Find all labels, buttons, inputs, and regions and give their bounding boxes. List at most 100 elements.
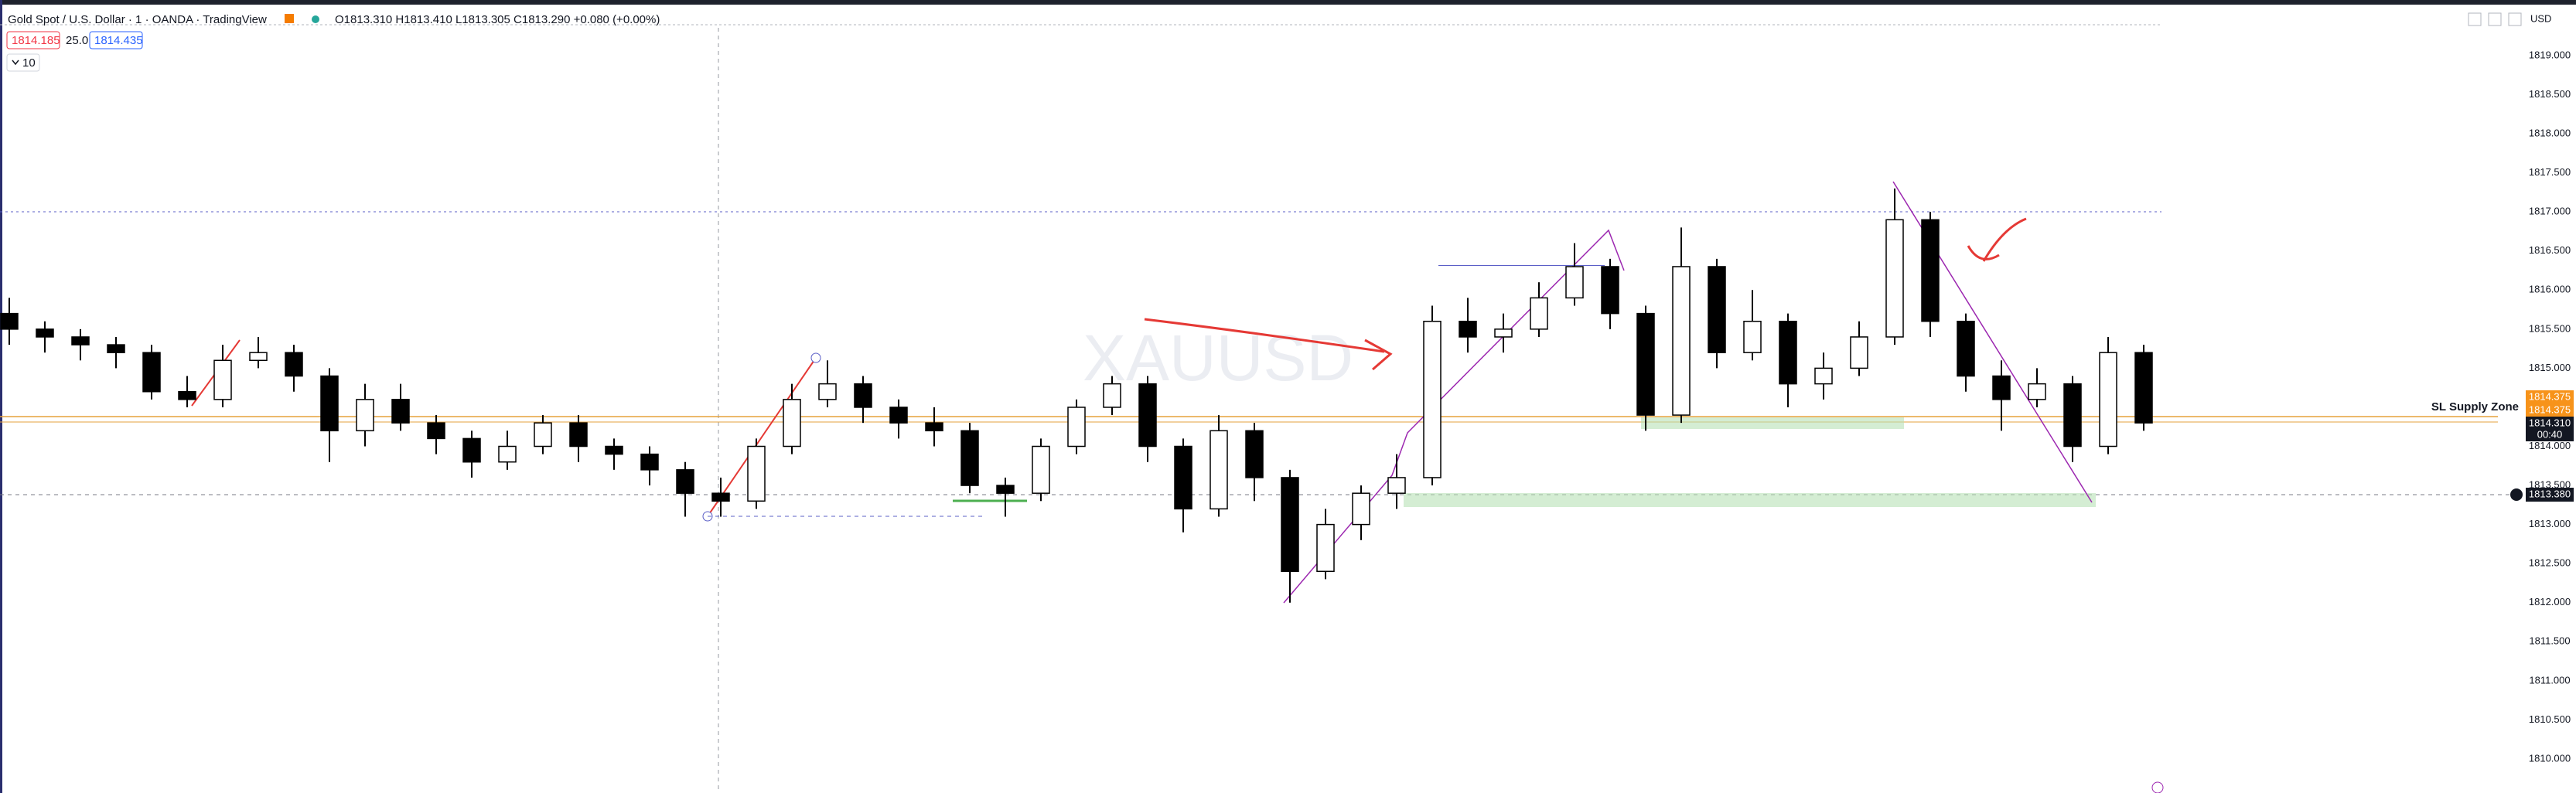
- candle-body: [818, 383, 837, 400]
- y-tick-label: 1813.000: [2529, 518, 2571, 529]
- candle-body: [1601, 266, 1619, 315]
- candle-body: [356, 399, 374, 432]
- y-tick-label: 1813.500: [2529, 478, 2571, 490]
- arrow-annotation: [1144, 318, 1393, 371]
- candle-body: [462, 437, 481, 463]
- candle-body: [213, 359, 232, 400]
- symbol-title: Gold Spot / U.S. Dollar · 1 · OANDA · Tr…: [8, 13, 267, 26]
- candle-body: [107, 344, 125, 353]
- price-tag: [2526, 403, 2574, 417]
- candle-body: [1708, 266, 1726, 353]
- candle-body: [783, 399, 801, 448]
- y-tick-label: 1812.500: [2529, 557, 2571, 569]
- candle-body: [178, 390, 196, 400]
- candle-body: [925, 422, 943, 432]
- button[interactable]: [2488, 12, 2502, 26]
- spread: 25.0: [66, 34, 88, 47]
- sell-button[interactable]: [6, 31, 60, 49]
- y-tick-label: 1819.000: [2529, 49, 2571, 60]
- candle-body: [249, 352, 268, 362]
- candle-body: [711, 492, 730, 502]
- demand-zone: [1641, 417, 1904, 429]
- alert-icon[interactable]: [2151, 781, 2164, 793]
- candle-body: [285, 352, 303, 377]
- price-tag-text: 1814.375: [2529, 403, 2571, 415]
- y-tick-label: 1817.000: [2529, 206, 2571, 217]
- check-annotation: [1967, 217, 2027, 262]
- candle-body: [1387, 477, 1406, 494]
- crosshair-price: 1813.380: [2529, 488, 2571, 499]
- candle-body: [0, 312, 19, 330]
- candle-body: [1672, 266, 1691, 416]
- candle-body: [2028, 383, 2046, 400]
- candle-body: [1779, 320, 1797, 385]
- market-status: [285, 14, 294, 23]
- y-tick-label: 1816.000: [2529, 284, 2571, 295]
- sell-price[interactable]: 1814.185: [12, 34, 60, 47]
- indicator-count[interactable]: 10: [22, 56, 36, 70]
- crosshair-menu[interactable]: [2510, 488, 2523, 501]
- demand-zone: [1404, 493, 2096, 507]
- candle-body: [1885, 219, 1904, 338]
- candle-body: [1210, 430, 1228, 510]
- left-border: [0, 0, 2, 793]
- button[interactable]: [2468, 12, 2482, 26]
- candle-body: [1636, 312, 1655, 416]
- price-tag: [2526, 390, 2574, 403]
- y-tick-label: 1810.000: [2529, 752, 2571, 764]
- candle-body: [534, 422, 552, 448]
- y-tick-label: 1811.500: [2529, 635, 2570, 647]
- candle-body: [2134, 352, 2153, 424]
- button[interactable]: [2508, 12, 2522, 26]
- candle-body: [1245, 430, 1264, 478]
- candle-body: [1921, 219, 1940, 322]
- candle-body: [1138, 383, 1157, 448]
- zone-label: SL Supply Zone: [2431, 400, 2519, 414]
- candle-body: [1957, 320, 1975, 377]
- y-tick-label: 1810.500: [2529, 713, 2571, 725]
- last-price: 1814.310: [2529, 417, 2571, 428]
- candle-body: [1281, 477, 1299, 573]
- currency[interactable]: USD: [2530, 12, 2551, 24]
- candle-body: [1032, 445, 1050, 494]
- candle-body: [1316, 523, 1335, 573]
- y-tick-label: 1818.500: [2529, 88, 2571, 100]
- candle-body: [640, 453, 659, 471]
- y-tick-label: 1812.000: [2529, 596, 2571, 608]
- price-tag-text: 1814.375: [2529, 390, 2571, 402]
- candle-body: [569, 422, 588, 448]
- candle-body: [1565, 266, 1584, 299]
- chevron: [12, 60, 19, 66]
- indicator-toggle[interactable]: [6, 53, 40, 72]
- trend-line: [707, 357, 817, 517]
- buy-button[interactable]: [89, 31, 143, 49]
- y-tick-label: 1817.500: [2529, 166, 2571, 178]
- candle-body: [1423, 320, 1442, 478]
- candle-body: [498, 445, 517, 463]
- candle-body: [1814, 367, 1833, 385]
- candle-body: [427, 422, 445, 440]
- candle-body: [960, 430, 979, 486]
- candle-body: [996, 485, 1015, 494]
- candle-body: [71, 336, 90, 345]
- y-tick-label: 1818.000: [2529, 128, 2571, 139]
- candle-body: [1459, 320, 1477, 338]
- candle-body: [605, 445, 623, 455]
- y-tick-label: 1815.000: [2529, 362, 2571, 373]
- candle-body: [1174, 445, 1192, 510]
- candle-body: [1743, 320, 1762, 353]
- candle-body: [1850, 336, 1868, 369]
- candle-body: [1067, 407, 1086, 448]
- candle-body: [2099, 352, 2117, 448]
- range-line: [1438, 265, 1605, 266]
- y-tick-label: 1815.500: [2529, 322, 2571, 334]
- countdown: 00:40: [2537, 428, 2563, 440]
- buy-price[interactable]: 1814.435: [94, 34, 143, 47]
- candle-body: [320, 375, 339, 432]
- anchor: [810, 352, 821, 363]
- candle-body: [889, 407, 908, 424]
- watermark: XAUUSD: [1083, 322, 1353, 394]
- candle-body: [142, 352, 161, 393]
